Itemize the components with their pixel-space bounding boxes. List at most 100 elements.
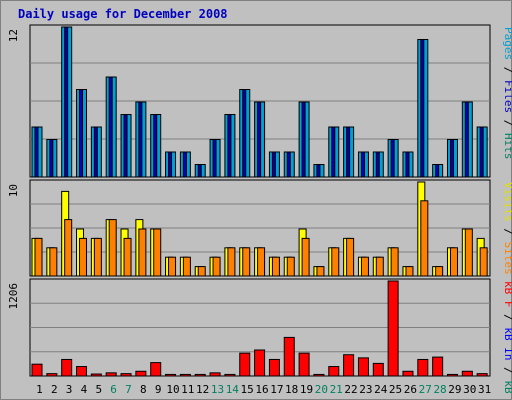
kbytes-panel-bar-kb-f xyxy=(76,366,88,377)
hits-panel-bar-pages xyxy=(482,126,488,178)
legend-entry: Pages xyxy=(502,27,512,60)
legend-entry: / xyxy=(502,361,512,381)
x-tick-label: 10 xyxy=(166,383,179,396)
visits-panel-bar-sites xyxy=(197,266,206,277)
x-tick-label: 17 xyxy=(270,383,283,396)
legend-entry: / xyxy=(502,113,512,133)
hits-panel-bar-pages xyxy=(467,101,473,178)
kbytes-panel-bar-kb-f xyxy=(343,354,355,377)
kbytes-panel-bar-kb-f xyxy=(150,362,162,377)
hits-panel-bar-pages xyxy=(363,151,369,178)
x-tick-label: 6 xyxy=(110,383,117,396)
x-tick-label: 7 xyxy=(125,383,132,396)
hits-panel-bar-pages xyxy=(82,89,88,178)
hits-panel-bar-pages xyxy=(67,26,73,178)
hits-panel-bar-pages xyxy=(185,151,191,178)
legend-entry: kB In xyxy=(502,327,512,360)
hits-panel-bar-pages xyxy=(111,76,117,178)
hits-panel-bar-pages xyxy=(126,114,132,178)
visits-panel-bar-sites xyxy=(79,237,88,277)
kbytes-panel-bar-kb-f xyxy=(209,372,221,377)
hits-panel-bar-pages xyxy=(423,39,429,178)
visits-panel-bar-sites xyxy=(123,237,132,277)
visits-panel-bar-sites xyxy=(405,266,414,277)
legend-entry: / xyxy=(502,60,512,80)
kbytes-panel-bar-kb-f xyxy=(476,373,488,377)
kbytes-panel-bar-kb-f xyxy=(372,362,384,377)
x-tick-label: 15 xyxy=(241,383,254,396)
legend-entry: kB Out xyxy=(502,380,512,400)
visits-panel-bar-sites xyxy=(360,256,369,277)
hits-panel-bar-pages xyxy=(378,151,384,178)
hits-panel-bar-pages xyxy=(393,139,399,178)
visits-panel-bar-sites xyxy=(138,228,147,277)
visits-panel-bar-sites xyxy=(316,266,325,277)
visits-panel-bar-sites xyxy=(435,266,444,277)
x-tick-label: 24 xyxy=(374,383,388,396)
legend-entry: Sites xyxy=(502,242,512,275)
hits-panel-bar-pages xyxy=(96,126,102,178)
visits-panel-bar-sites xyxy=(108,219,117,277)
hits-panel-bar-pages xyxy=(452,139,458,178)
visits-panel-bar-sites xyxy=(242,247,251,277)
chart-title: Daily usage for December 2008 xyxy=(18,7,228,21)
kbytes-panel-bar-kb-f xyxy=(461,370,473,377)
x-tick-label: 12 xyxy=(196,383,209,396)
kbytes-panel-bar-kb-f xyxy=(446,373,458,377)
visits-panel-bar-sites xyxy=(182,256,191,277)
hits-panel-bar-pages xyxy=(438,164,444,178)
x-tick-label: 30 xyxy=(463,383,476,396)
x-tick-label: 29 xyxy=(448,383,461,396)
hits-panel-bar-pages xyxy=(230,114,236,178)
x-tick-label: 8 xyxy=(140,383,147,396)
visits-panel-bar-sites xyxy=(479,247,488,277)
visits-panel-ymax-label: 10 xyxy=(7,184,20,197)
hits-panel-bar-pages xyxy=(245,89,251,178)
legend-entry: Visits xyxy=(502,182,512,222)
x-tick-label: 18 xyxy=(285,383,298,396)
kbytes-panel-bar-kb-f xyxy=(179,373,191,377)
visits-panel-bar-sites xyxy=(64,219,73,277)
hits-panel-bar-pages xyxy=(37,126,43,178)
visits-panel-bar-sites xyxy=(49,247,58,277)
kbytes-panel-bar-kb-f xyxy=(357,357,369,377)
visits-panel-bar-sites xyxy=(375,256,384,277)
kbytes-panel-bar-kb-f xyxy=(31,363,43,377)
visits-panel-bar-sites xyxy=(301,237,310,277)
hits-panel-bar-pages xyxy=(200,164,206,178)
kbytes-panel-bar-kb-f xyxy=(194,373,206,377)
visits-panel-bar-sites xyxy=(212,256,221,277)
legend-entry: Files xyxy=(502,80,512,113)
hits-panel-bar-pages xyxy=(289,151,295,178)
visits-panel-bar-sites xyxy=(93,237,102,277)
x-tick-label: 9 xyxy=(155,383,162,396)
x-tick-label: 19 xyxy=(300,383,313,396)
hits-panel-bar-pages xyxy=(408,151,414,178)
hits-panel-bar-pages xyxy=(52,139,58,178)
visits-panel-bar-sites xyxy=(227,247,236,277)
kbytes-panel-bar-kb-f xyxy=(239,352,251,377)
kbytes-panel-legend: kB F / kB In / kB Out xyxy=(502,281,512,400)
x-tick-label: 26 xyxy=(404,383,417,396)
x-tick-label: 22 xyxy=(344,383,357,396)
kbytes-panel-bar-kb-f xyxy=(328,366,340,377)
visits-panel-bar-sites xyxy=(286,256,295,277)
x-tick-label: 14 xyxy=(226,383,240,396)
kbytes-panel-bar-kb-f xyxy=(417,358,429,377)
x-tick-label: 4 xyxy=(81,383,88,396)
visits-panel-bar-sites xyxy=(346,237,355,277)
hits-panel-bar-pages xyxy=(274,151,280,178)
x-tick-label: 2 xyxy=(51,383,58,396)
kbytes-panel-bar-kb-f xyxy=(165,373,177,377)
x-tick-label: 1 xyxy=(36,383,43,396)
kbytes-panel-bar-kb-f xyxy=(61,358,73,377)
kbytes-panel-bar-kb-f xyxy=(254,349,266,377)
hits-panel-bar-pages xyxy=(304,101,310,178)
kbytes-panel-bar-kb-f xyxy=(120,373,132,377)
x-tick-label: 28 xyxy=(433,383,446,396)
kbytes-panel-bar-kb-f xyxy=(283,336,295,377)
legend-entry: / xyxy=(502,308,512,328)
hits-panel-bar-pages xyxy=(319,164,325,178)
kbytes-panel-bar-kb-f xyxy=(46,373,58,377)
